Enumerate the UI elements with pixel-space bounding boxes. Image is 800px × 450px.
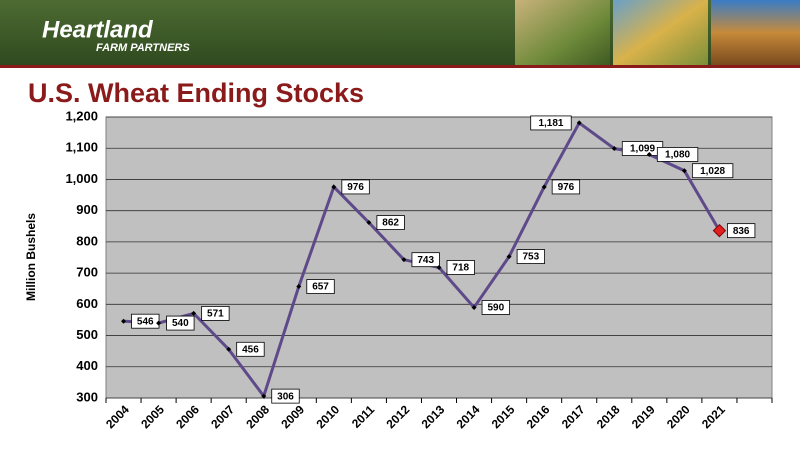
header-image [711, 0, 800, 65]
value-label: 1,028 [700, 166, 725, 177]
point-marker [611, 146, 617, 152]
value-label-box [306, 279, 335, 294]
point-marker [121, 318, 127, 324]
header-image [515, 0, 610, 65]
x-tick-label: 2011 [349, 402, 378, 431]
x-tick-label: 2009 [278, 402, 307, 431]
y-tick-label: 900 [76, 202, 98, 217]
y-tick-label: 300 [76, 389, 98, 404]
point-marker [296, 284, 302, 290]
x-tick-label: 2018 [594, 402, 623, 431]
x-tick-label: 2015 [489, 402, 518, 431]
x-tick-label: 2021 [699, 402, 728, 431]
point-marker [366, 220, 372, 226]
y-tick-label: 400 [76, 358, 98, 373]
value-label: 657 [312, 282, 329, 293]
x-tick-label: 2013 [419, 402, 448, 431]
x-tick-label: 2004 [103, 402, 132, 431]
value-label-box [236, 341, 265, 357]
x-tick-label: 2014 [454, 402, 483, 431]
y-tick-label: 600 [76, 296, 98, 311]
value-label-box [516, 249, 546, 264]
brand: Heartland [42, 16, 154, 43]
point-marker [471, 304, 477, 310]
point-marker [576, 120, 582, 126]
value-label: 590 [487, 303, 504, 314]
y-tick-label: 1,000 [65, 171, 98, 186]
value-label: 1,181 [538, 118, 563, 129]
point-marker [261, 393, 267, 399]
point-marker [191, 310, 197, 316]
value-label-box [271, 388, 300, 404]
x-tick-label: 2006 [173, 402, 202, 431]
point-marker [401, 257, 407, 263]
x-tick-label: 2016 [524, 402, 553, 431]
point-marker [156, 320, 162, 326]
value-label-box [411, 252, 440, 268]
value-label: 456 [242, 344, 259, 355]
value-label-box [166, 315, 195, 331]
x-tick-label: 2005 [138, 402, 167, 431]
value-label-box [341, 179, 370, 195]
value-label-box [446, 260, 475, 275]
value-label: 976 [558, 182, 575, 193]
y-tick-label: 1,200 [65, 108, 98, 123]
y-tick-label: 700 [76, 265, 98, 280]
value-label: 1,080 [665, 150, 690, 161]
value-label: 306 [277, 391, 294, 402]
value-label: 1,099 [630, 144, 655, 155]
tagline: FARM PARTNERS [96, 42, 190, 54]
value-label: 540 [172, 318, 189, 329]
point-marker [226, 346, 232, 352]
value-label: 836 [733, 226, 750, 237]
x-tick-label: 2019 [629, 402, 658, 431]
point-marker [541, 184, 547, 190]
value-label-box [201, 305, 230, 321]
value-label: 718 [452, 263, 469, 274]
point-marker [681, 168, 687, 174]
point-marker [506, 254, 512, 260]
x-tick-label: 2010 [313, 402, 342, 431]
value-label-box [376, 215, 405, 230]
x-tick-label: 2007 [208, 402, 237, 431]
point-marker [712, 223, 727, 238]
point-marker [646, 151, 652, 157]
chart-title: U.S. Wheat Ending Stocks [28, 78, 364, 108]
x-tick-label: 2012 [384, 402, 413, 431]
value-label-box [691, 163, 734, 179]
y-tick-label: 800 [76, 233, 98, 248]
value-label: 862 [382, 218, 399, 229]
y-axis-label: Million Bushels [24, 213, 38, 301]
value-label: 976 [347, 182, 364, 193]
value-label: 743 [417, 255, 434, 266]
value-label-box [481, 300, 510, 315]
point-marker [436, 264, 442, 270]
value-label: 546 [137, 316, 154, 327]
value-label-box [656, 147, 699, 162]
header-rule [0, 65, 800, 68]
x-tick-label: 2020 [664, 402, 693, 431]
x-tick-label: 2008 [243, 402, 272, 431]
y-tick-label: 1,100 [65, 140, 98, 155]
point-marker [331, 184, 337, 190]
value-label-box [551, 179, 581, 195]
value-label: 753 [523, 252, 540, 263]
value-label: 571 [207, 309, 224, 320]
header-image [613, 0, 708, 65]
value-label-box [530, 115, 572, 131]
y-tick-label: 500 [76, 327, 98, 342]
value-label-box [727, 223, 756, 239]
x-tick-label: 2017 [559, 402, 588, 431]
